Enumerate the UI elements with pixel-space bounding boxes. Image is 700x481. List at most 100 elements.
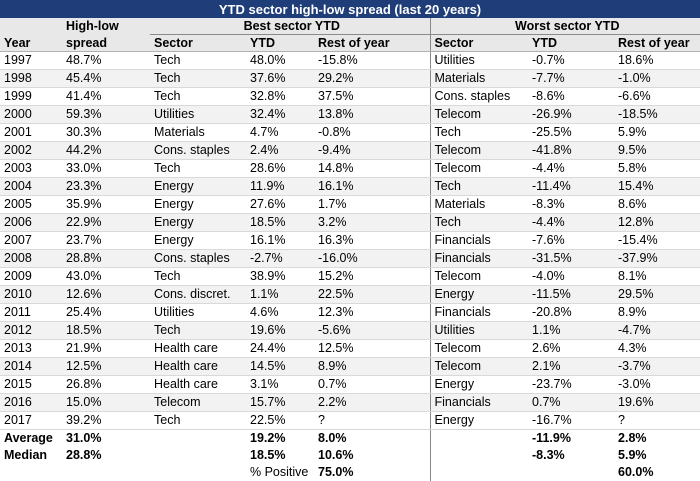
best-ytd-cell: 19.6% — [246, 321, 314, 340]
header-worst-sector: Sector — [429, 34, 529, 52]
worst-rest-cell: -37.9% — [614, 249, 700, 268]
best-rest-cell: 3.2% — [314, 213, 431, 232]
best-rest-cell: -15.8% — [314, 51, 431, 70]
year-cell: 2003 — [0, 159, 62, 178]
header-spread-bottom: spread — [62, 34, 150, 52]
header-best-ytd: YTD — [246, 34, 314, 52]
worst-ytd-cell: -25.5% — [528, 123, 615, 142]
spread-cell: 12.6% — [62, 285, 150, 304]
best-rest-cell: 1.7% — [314, 195, 431, 214]
worst-sector-cell: Tech — [429, 213, 529, 232]
best-ytd-cell: 22.5% — [246, 411, 314, 430]
year-cell: 2015 — [0, 375, 62, 394]
year-cell: 2011 — [0, 303, 62, 322]
worst-sector-cell: Telecom — [429, 105, 529, 124]
positive-label: % Positive — [250, 465, 309, 479]
average-best-ytd: 19.2% — [250, 431, 286, 445]
median-spread: 28.8% — [66, 448, 102, 462]
average-blank-worst-sector — [429, 429, 529, 447]
best-ytd-cell: 32.4% — [246, 105, 314, 124]
spread-cell: 48.7% — [62, 51, 150, 70]
positive-worst-rest: 60.0% — [618, 465, 654, 479]
best-ytd-cell: 11.9% — [246, 177, 314, 196]
worst-rest-cell: 8.9% — [614, 303, 700, 322]
best-ytd-cell: 18.5% — [246, 213, 314, 232]
year-cell: 2014 — [0, 357, 62, 376]
table-row: 2015 26.8% Health care 3.1% 0.7% Energy -23.7%… — [0, 375, 700, 394]
worst-sector-cell: Financials — [429, 393, 529, 412]
best-ytd-cell: 32.8% — [246, 87, 314, 106]
header-worst-ytd: YTD — [528, 34, 615, 52]
best-rest-cell: -9.4% — [314, 141, 431, 160]
table-row: 2011 25.4% Utilities 4.6% 12.3% Financials -20… — [0, 303, 700, 322]
worst-sector-cell: Utilities — [429, 51, 529, 70]
table-row: 2005 35.9% Energy 27.6% 1.7% Materials -8.3% 8.… — [0, 195, 700, 214]
table-row: 2007 23.7% Energy 16.1% 16.3% Financials -7.6%… — [0, 231, 700, 250]
worst-rest-cell: 19.6% — [614, 393, 700, 412]
worst-ytd-cell: -11.4% — [528, 177, 615, 196]
positive-blank-worst-ytd — [528, 464, 614, 481]
best-sector-cell: Energy — [150, 231, 246, 250]
table-row: 1999 41.4% Tech 32.8% 37.5% Cons. staples -8.6… — [0, 87, 700, 106]
spread-cell: 15.0% — [62, 393, 150, 412]
header-spread-top: High-low — [62, 18, 150, 35]
year-cell: 2009 — [0, 267, 62, 286]
median-row: Median 28.8% 18.5% 10.6% -8.3% 5.9% — [0, 447, 700, 464]
positive-blank-sector — [150, 464, 246, 481]
positive-blank-worst-sector — [429, 464, 529, 481]
table-row: 2004 23.3% Energy 11.9% 16.1% Tech -11.4% 15.4% — [0, 177, 700, 196]
worst-sector-cell: Energy — [429, 375, 529, 394]
worst-ytd-cell: -20.8% — [528, 303, 615, 322]
worst-ytd-cell: -23.7% — [528, 375, 615, 394]
worst-ytd-cell: -7.7% — [528, 69, 615, 88]
header-worst-group: Worst sector YTD — [429, 18, 700, 35]
spread-cell: 33.0% — [62, 159, 150, 178]
spread-cell: 26.8% — [62, 375, 150, 394]
worst-rest-cell: 15.4% — [614, 177, 700, 196]
year-cell: 2004 — [0, 177, 62, 196]
best-ytd-cell: 37.6% — [246, 69, 314, 88]
worst-ytd-cell: -4.0% — [528, 267, 615, 286]
best-sector-cell: Utilities — [150, 105, 246, 124]
best-rest-cell: -16.0% — [314, 249, 431, 268]
average-worst-ytd: -11.9% — [532, 431, 571, 445]
year-cell: 2007 — [0, 231, 62, 250]
best-ytd-cell: 15.7% — [246, 393, 314, 412]
best-ytd-cell: 24.4% — [246, 339, 314, 358]
best-sector-cell: Cons. discret. — [150, 285, 246, 304]
sector-spread-table: High-low Best sector YTD Worst sector YT… — [0, 18, 700, 481]
table-row: 2003 33.0% Tech 28.6% 14.8% Telecom -4.4% 5.8% — [0, 159, 700, 178]
table-row: 2002 44.2% Cons. staples 2.4% -9.4% Telecom -4… — [0, 141, 700, 160]
table-title: YTD sector high-low spread (last 20 year… — [0, 0, 700, 18]
best-ytd-cell: 28.6% — [246, 159, 314, 178]
worst-ytd-cell: -41.8% — [528, 141, 615, 160]
best-sector-cell: Health care — [150, 375, 246, 394]
year-cell: 2016 — [0, 393, 62, 412]
worst-sector-cell: Telecom — [429, 339, 529, 358]
worst-sector-cell: Cons. staples — [429, 87, 529, 106]
spread-cell: 22.9% — [62, 213, 150, 232]
average-blank-best-sector — [150, 430, 246, 448]
worst-rest-cell: -18.5% — [614, 105, 700, 124]
spread-cell: 30.3% — [62, 123, 150, 142]
worst-sector-cell: Telecom — [429, 357, 529, 376]
spread-cell: 12.5% — [62, 357, 150, 376]
spread-cell: 43.0% — [62, 267, 150, 286]
best-ytd-cell: -2.7% — [246, 249, 314, 268]
table-row: 2016 15.0% Telecom 15.7% 2.2% Financials 0.7% 1… — [0, 393, 700, 412]
median-blank-worst-sector — [429, 447, 529, 464]
year-cell: 2001 — [0, 123, 62, 142]
header-best-sector: Sector — [150, 34, 246, 52]
positive-row: % Positive 75.0% 60.0% — [0, 464, 700, 481]
spread-cell: 35.9% — [62, 195, 150, 214]
spread-cell: 23.7% — [62, 231, 150, 250]
best-rest-cell: 2.2% — [314, 393, 431, 412]
header-best-group: Best sector YTD — [150, 18, 431, 35]
table-row: 2013 21.9% Health care 24.4% 12.5% Telecom 2.6… — [0, 339, 700, 358]
worst-rest-cell: 8.6% — [614, 195, 700, 214]
worst-ytd-cell: 1.1% — [528, 321, 615, 340]
worst-rest-cell: 29.5% — [614, 285, 700, 304]
best-rest-cell: ? — [314, 411, 431, 430]
worst-rest-cell: -3.7% — [614, 357, 700, 376]
best-sector-cell: Energy — [150, 177, 246, 196]
